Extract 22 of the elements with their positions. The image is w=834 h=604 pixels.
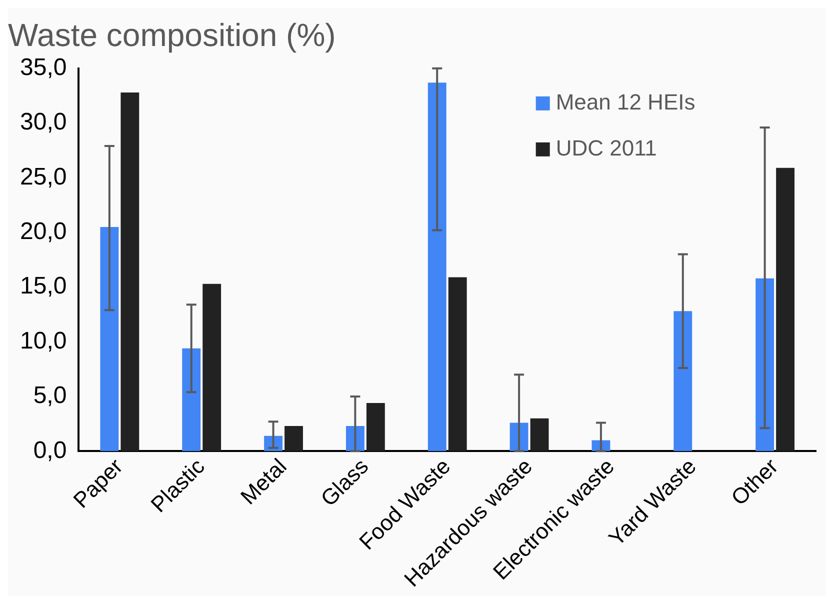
y-tick-label: 25,0 — [20, 163, 67, 190]
y-tick-label: 35,0 — [20, 54, 67, 82]
bar — [366, 403, 385, 452]
bar — [100, 226, 119, 452]
y-tick-label: 10,0 — [20, 327, 67, 354]
bar — [530, 418, 549, 452]
y-tick-label: 0,0 — [33, 436, 67, 464]
bar — [674, 311, 692, 452]
y-tick-label: 30,0 — [20, 108, 67, 136]
bar — [284, 426, 303, 452]
bar — [182, 348, 201, 452]
bar — [448, 277, 467, 452]
bar — [120, 92, 140, 452]
chart-title: Waste composition (%) — [8, 17, 336, 54]
bar — [428, 82, 446, 452]
y-tick-label: 20,0 — [20, 218, 67, 246]
y-tick-label: 15,0 — [20, 272, 67, 300]
legend-label: UDC 2011 — [556, 135, 657, 160]
legend-label: Mean 12 HEIs — [556, 89, 696, 114]
y-tick-label: 5,0 — [33, 382, 67, 410]
bar — [202, 284, 222, 452]
bar — [776, 168, 794, 452]
